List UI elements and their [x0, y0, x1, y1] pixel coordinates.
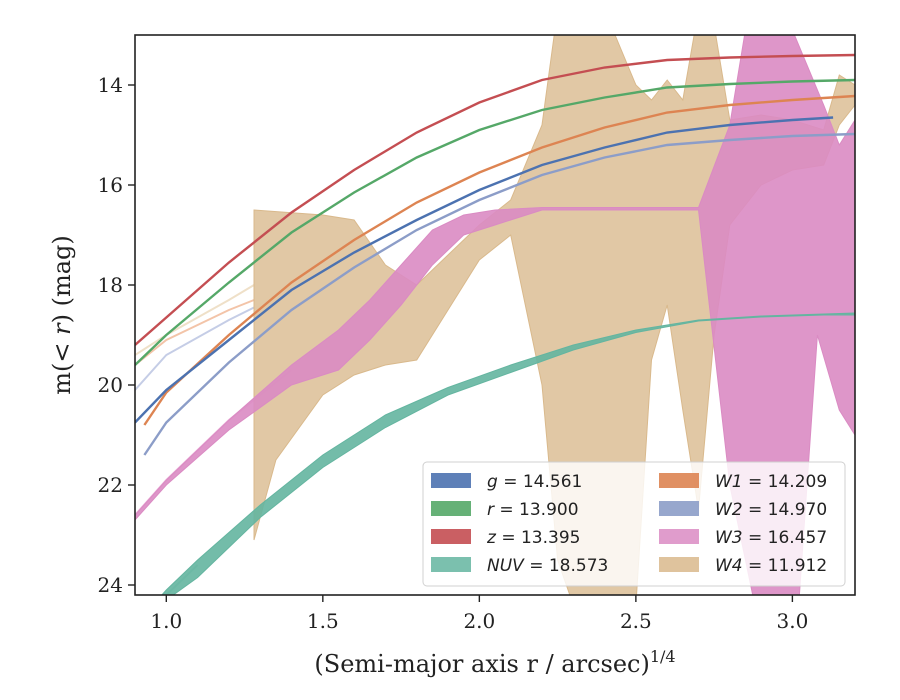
legend-swatch-w2 [659, 501, 699, 516]
legend-swatch-r [431, 501, 471, 516]
series-band-w4 [253, 35, 855, 595]
y-tick-label: 16 [98, 173, 123, 197]
legend-label-nuv: NUV = 18.573 [487, 556, 608, 576]
x-axis: 1.0 1.5 2.0 2.5 3.0 [150, 595, 808, 633]
legend-swatch-g [431, 473, 471, 488]
x-tick-label: 1.0 [150, 609, 182, 633]
x-axis-label-superscript: 1/4 [650, 647, 676, 666]
y-tick-label: 24 [98, 573, 123, 597]
plot-frame [134, 34, 856, 596]
legend-label-z: z = 13.395 [486, 528, 580, 548]
y-axis-label: m(< r) (mag) [48, 235, 76, 395]
legend-swatch-w1 [659, 473, 699, 488]
x-tick-label: 2.5 [620, 609, 652, 633]
y-tick-label: 22 [98, 473, 123, 497]
legend-label-w2: W2 = 14.970 [715, 500, 827, 520]
y-tick-label: 14 [98, 73, 123, 97]
legend: g = 14.561 r = 13.900 z = 13.395 NUV = 18.5… [422, 461, 846, 587]
legend-swatch-w4 [659, 557, 699, 572]
legend-swatch-nuv [431, 557, 471, 572]
y-axis: 14 16 18 20 22 24 [98, 73, 135, 597]
series-line-w1 [143, 94, 855, 426]
series-line-z [135, 53, 855, 346]
y-tick-label: 20 [98, 373, 123, 397]
legend-label-g: g = 14.561 [487, 472, 582, 492]
x-tick-label: 3.0 [776, 609, 808, 633]
legend-swatch-z [431, 529, 471, 544]
series-line-g [135, 116, 834, 424]
faint-tail-w4 [135, 284, 255, 356]
x-axis-label: (Semi-major axis r / arcsec)1/4 [314, 647, 675, 678]
series-band-nuv [161, 312, 855, 595]
legend-label-w3: W3 = 16.457 [715, 528, 827, 548]
x-tick-label: 2.0 [463, 609, 495, 633]
faint-tail-w1 [135, 299, 255, 366]
faint-tail-w2 [135, 306, 255, 391]
series-line-r [135, 78, 855, 366]
legend-label-r: r = 13.900 [487, 500, 579, 520]
y-axis-label-math: < r [48, 322, 76, 363]
legend-label-w1: W1 = 14.209 [715, 472, 827, 492]
legend-box [422, 461, 846, 587]
y-tick-label: 18 [98, 273, 123, 297]
series-line-w2 [143, 132, 855, 456]
legend-swatch-w3 [659, 529, 699, 544]
x-tick-label: 1.5 [307, 609, 339, 633]
legend-label-w4: W4 = 11.912 [715, 556, 827, 576]
